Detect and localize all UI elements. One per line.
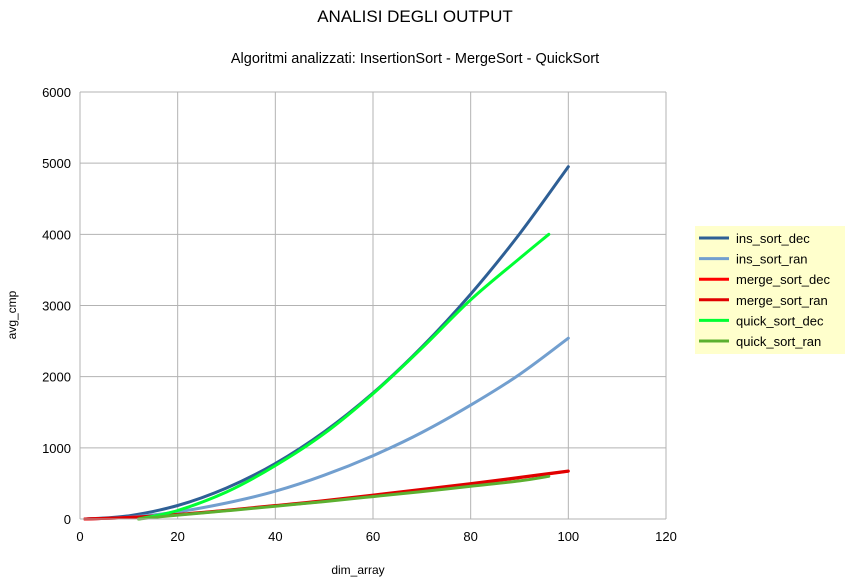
- y-tick-label: 6000: [42, 85, 71, 100]
- y-tick-label: 5000: [42, 156, 71, 171]
- axes: [79, 92, 666, 520]
- x-tick-label: 40: [268, 529, 282, 544]
- legend-label: ins_sort_dec: [736, 231, 810, 246]
- x-tick-label: 60: [366, 529, 380, 544]
- x-tick-label: 100: [557, 529, 579, 544]
- y-axis-label: avg_cmp: [5, 290, 19, 339]
- series-line-quick-sort-dec: [137, 232, 551, 521]
- legend-label: ins_sort_ran: [736, 252, 808, 267]
- x-axis-label: dim_array: [331, 563, 384, 577]
- grid: [79, 91, 667, 520]
- y-tick-label: 0: [64, 512, 71, 527]
- x-tick-label: 20: [170, 529, 184, 544]
- y-tick-label: 3000: [42, 299, 71, 314]
- x-tick-label: 80: [463, 529, 477, 544]
- legend-label: quick_sort_ran: [736, 334, 821, 349]
- y-tick-label: 4000: [42, 227, 71, 242]
- series-line-ins-sort-dec: [83, 165, 570, 521]
- y-tick-label: 1000: [42, 441, 71, 456]
- legend: ins_sort_dec ins_sort_ran merge_sort_decme…: [695, 226, 845, 354]
- x-tick-label: 0: [76, 529, 83, 544]
- x-tick-label: 120: [655, 529, 677, 544]
- chart-subtitle: Algoritmi analizzati: InsertionSort - Me…: [231, 51, 599, 67]
- x-tick-labels: 0 20 40 60 80 100 120: [76, 529, 676, 544]
- series-layer: [83, 165, 570, 521]
- chart-title: ANALISI DEGLI OUTPUT: [317, 7, 513, 26]
- y-tick-label: 2000: [42, 370, 71, 385]
- y-tick-labels: 0 1000 2000 3000 4000 5000 6000: [42, 85, 71, 527]
- legend-label: merge_sort_ran: [736, 293, 828, 308]
- legend-label: quick_sort_dec: [736, 313, 824, 328]
- legend-box: [695, 226, 845, 354]
- legend-label: merge_sort_dec: [736, 272, 830, 287]
- series-line-quick-sort-ran: [137, 474, 551, 521]
